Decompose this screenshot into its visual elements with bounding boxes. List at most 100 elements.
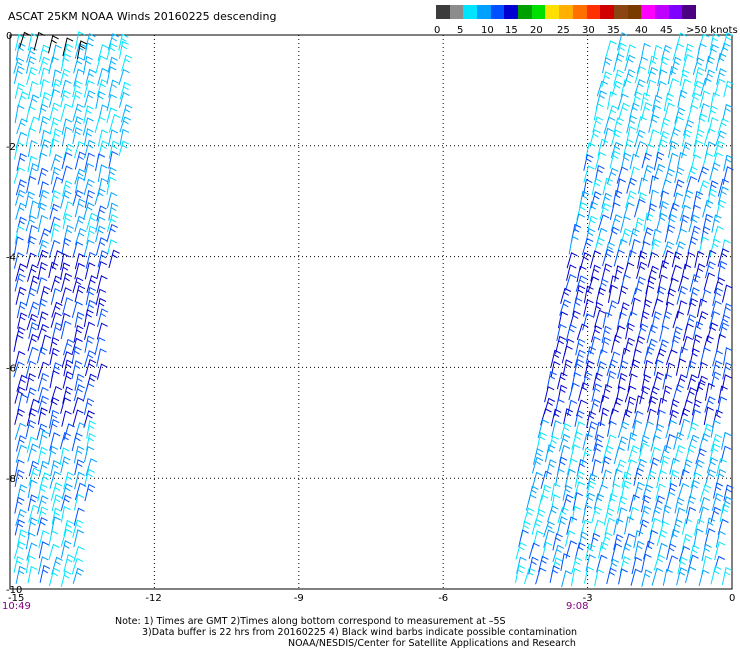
wind-barb: [550, 408, 562, 427]
wind-barb: [620, 152, 632, 171]
wind-barb: [95, 225, 106, 243]
wind-barb: [710, 419, 721, 438]
wind-barb: [73, 545, 85, 563]
legend-label: 45: [660, 25, 673, 36]
wind-barb: [592, 372, 603, 391]
wind-barb: [568, 382, 580, 401]
wind-barb: [49, 117, 61, 135]
wind-barb: [566, 252, 578, 269]
wind-barb: [82, 117, 94, 136]
wind-barb: [702, 423, 714, 441]
wind-barb: [709, 238, 721, 258]
wind-barb: [661, 44, 672, 61]
wind-barb: [666, 555, 679, 572]
wind-barb: [634, 276, 646, 295]
wind-barb: [577, 382, 590, 401]
wind-barb: [51, 69, 62, 87]
wind-barb: [624, 337, 636, 355]
wind-barb: [118, 68, 130, 86]
wind-barb: [118, 140, 130, 157]
wind-barb: [681, 189, 694, 209]
wind-barb: [720, 445, 732, 463]
wind-barb: [647, 251, 659, 268]
wind-barb: [685, 314, 697, 331]
wind-barb: [106, 42, 118, 61]
wind-barb: [96, 275, 108, 294]
wind-barb: [83, 202, 95, 220]
wind-barb: [657, 69, 668, 87]
wind-barb: [708, 310, 721, 329]
wind-barb: [709, 162, 721, 181]
wind-barb: [26, 407, 38, 427]
wind-barb: [118, 40, 129, 59]
wind-barb: [86, 275, 98, 293]
wind-barb: [632, 419, 643, 437]
wind-barb: [696, 298, 708, 318]
wind-barb: [723, 484, 734, 502]
wind-barb: [672, 310, 685, 329]
wind-barb: [106, 223, 119, 243]
wind-barb: [645, 470, 657, 487]
wind-barb: [691, 399, 702, 416]
wind-barb: [638, 177, 648, 194]
wind-barb: [28, 504, 40, 523]
wind-barb: [680, 263, 692, 283]
wind-barb: [682, 399, 693, 416]
wind-barb: [27, 443, 39, 462]
wind-barb: [50, 223, 61, 242]
y-tick-label: -6: [6, 363, 16, 374]
wind-barb: [573, 358, 584, 377]
wind-barb: [709, 33, 720, 51]
wind-barb: [13, 65, 25, 84]
wind-barb: [651, 311, 662, 330]
wind-barb: [48, 88, 61, 108]
wind-barb: [62, 126, 73, 146]
wind-barb: [593, 301, 604, 318]
wind-barb: [560, 422, 572, 440]
wind-barb: [86, 420, 96, 439]
wind-barb: [540, 470, 552, 489]
wind-barb: [620, 79, 632, 98]
wind-barb: [583, 153, 594, 171]
note-line-3: NOAA/NESDIS/Center for Satellite Applica…: [288, 638, 576, 649]
wind-barb: [61, 483, 73, 500]
wind-barb: [697, 361, 708, 379]
wind-barb: [659, 325, 670, 342]
wind-barb: [25, 555, 36, 574]
wind-barb: [641, 569, 653, 587]
wind-barb: [593, 237, 605, 256]
wind-barb: [73, 56, 85, 74]
wind-barb: [694, 250, 705, 268]
wind-barb: [566, 458, 578, 476]
wind-barb: [670, 264, 682, 281]
wind-barb: [710, 565, 722, 585]
wind-barb: [704, 261, 716, 279]
wind-barb: [613, 446, 625, 465]
wind-barb: [564, 468, 576, 488]
wind-barb: [562, 484, 573, 501]
wind-barb: [551, 419, 562, 438]
wind-barb: [594, 151, 607, 170]
wind-barb: [50, 482, 63, 502]
wind-barb: [653, 163, 666, 181]
wind-barb: [663, 168, 675, 185]
wind-barb: [602, 248, 614, 267]
wind-barb: [73, 445, 85, 464]
wind-barb: [28, 467, 41, 487]
wind-barb: [591, 443, 604, 462]
wind-barb: [674, 241, 686, 258]
wind-barb: [38, 541, 49, 559]
wind-barb: [625, 322, 635, 340]
wind-barb: [14, 350, 26, 368]
wind-barb: [609, 202, 621, 221]
wind-barb: [37, 556, 49, 575]
wind-barb: [37, 361, 50, 379]
wind-barb: [546, 371, 557, 390]
wind-barb: [677, 151, 687, 169]
wind-barb: [610, 483, 621, 502]
wind-barb: [97, 129, 109, 147]
wind-barb: [27, 346, 39, 364]
wind-barb: [659, 117, 671, 135]
wind-barb: [687, 236, 699, 254]
